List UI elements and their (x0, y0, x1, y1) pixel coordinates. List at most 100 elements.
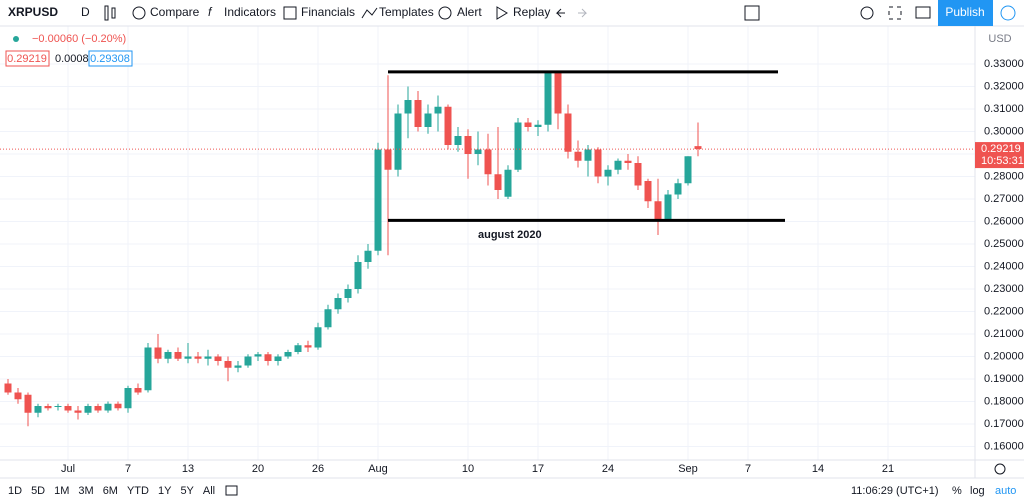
symbol[interactable]: XRPUSD (8, 5, 58, 19)
candle-body (574, 151, 582, 161)
candle-body (634, 163, 642, 186)
y-tick-label: 0.30000 (984, 125, 1024, 137)
indicator-icon[interactable]: f (208, 5, 213, 19)
interval[interactable]: D (81, 5, 90, 19)
candle-body (24, 394, 32, 413)
x-tick-label: 17 (532, 463, 544, 475)
y-tick-label: 0.26000 (984, 215, 1024, 227)
layout-icon[interactable] (744, 5, 760, 21)
bid-label: 0.29219 (7, 53, 47, 65)
x-tick-label: 26 (312, 463, 324, 475)
x-tick-label: 24 (602, 463, 614, 475)
range-button[interactable]: 6M (103, 485, 118, 497)
x-tick-label: Aug (368, 463, 388, 475)
candle-body (104, 403, 112, 411)
financials-icon[interactable] (283, 6, 297, 20)
candle-body (204, 356, 212, 359)
toolbar-button[interactable]: Compare (150, 5, 200, 19)
candle-body (364, 250, 372, 262)
candle-body (224, 361, 232, 368)
y-tick-label: 0.25000 (984, 238, 1024, 250)
candle-body (474, 149, 482, 154)
y-tick-label: 0.16000 (984, 440, 1024, 452)
candle-body (84, 406, 92, 413)
compare-icon[interactable] (132, 6, 146, 20)
candle-body (594, 149, 602, 177)
y-tick-label: 0.31000 (984, 103, 1024, 115)
toolbar-button[interactable]: Templates (379, 5, 434, 19)
candle-body (374, 149, 382, 251)
fullscreen-icon[interactable] (888, 6, 902, 20)
toolbar-button[interactable]: Indicators (224, 5, 276, 19)
candle-body (464, 136, 472, 154)
templates-icon[interactable] (361, 7, 378, 19)
publish-label[interactable]: Publish (945, 5, 984, 19)
candle-body (264, 354, 272, 361)
scale-option[interactable]: % (952, 485, 962, 497)
last-price-box (975, 142, 1024, 169)
candle-body (544, 70, 552, 125)
candle-body (504, 169, 512, 197)
publish-button[interactable] (938, 0, 993, 26)
snapshot-icon[interactable] (915, 6, 931, 19)
candle-body (334, 298, 342, 310)
range-button[interactable]: 1Y (158, 485, 172, 497)
candle-body (684, 156, 692, 184)
range-button[interactable]: YTD (127, 485, 149, 497)
countdown-label: 10:53:31 (981, 155, 1024, 167)
range-button[interactable]: 5D (31, 485, 45, 497)
range-button[interactable]: 5Y (180, 485, 194, 497)
candle-body (14, 392, 22, 400)
y-tick-label: 0.22000 (984, 305, 1024, 317)
alert-icon[interactable] (438, 6, 452, 20)
candle-icon[interactable] (104, 5, 109, 21)
settings-icon[interactable] (860, 6, 874, 20)
candle-body (564, 113, 572, 152)
candle-body (354, 262, 362, 289)
range-button[interactable]: 1M (54, 485, 69, 497)
candle-body (164, 352, 172, 359)
candle-body (314, 327, 322, 348)
y-tick-label: 0.19000 (984, 373, 1024, 385)
y-tick-label: 0.33000 (984, 58, 1024, 70)
replay-icon[interactable] (496, 6, 508, 20)
date-range-icon[interactable] (225, 485, 238, 496)
range-button[interactable]: 1D (8, 485, 22, 497)
candle-body (394, 113, 402, 170)
candle-body (324, 309, 332, 328)
candle-body (524, 122, 532, 127)
panel-toggle[interactable] (1000, 5, 1016, 21)
axis-settings[interactable] (994, 463, 1006, 475)
x-tick-label: 20 (252, 463, 264, 475)
undo-icon[interactable] (555, 8, 565, 18)
y-tick-label: 0.32000 (984, 80, 1024, 92)
candle-body (194, 356, 202, 359)
toolbar-button[interactable]: Replay (513, 5, 550, 19)
status-dot (13, 36, 19, 42)
scale-option[interactable]: auto (995, 485, 1016, 497)
candle-body (34, 406, 42, 413)
range-button[interactable]: All (203, 485, 215, 497)
annotation: august 2020 (478, 229, 542, 241)
candle-body (624, 160, 632, 163)
toolbar-button[interactable]: Financials (301, 5, 355, 19)
x-tick-label: 21 (882, 463, 894, 475)
x-tick-label: Jul (61, 463, 75, 475)
redo-icon[interactable] (578, 8, 588, 18)
range-button[interactable]: 3M (78, 485, 93, 497)
change-label: −0.00060 (−0.20%) (32, 33, 126, 45)
toolbar-button[interactable]: Alert (457, 5, 482, 19)
y-tick-label: 0.27000 (984, 193, 1024, 205)
candle-body (284, 352, 292, 357)
candle-body (554, 70, 562, 114)
candle-body (484, 149, 492, 175)
last-price-label: 0.29219 (981, 143, 1021, 155)
candle-icon[interactable] (111, 7, 116, 19)
y-tick-label: 0.24000 (984, 260, 1024, 272)
candle-body (214, 356, 222, 361)
scale-option[interactable]: log (970, 485, 985, 497)
candle-body (44, 406, 52, 409)
candle-body (234, 365, 242, 368)
candle-body (64, 406, 72, 411)
